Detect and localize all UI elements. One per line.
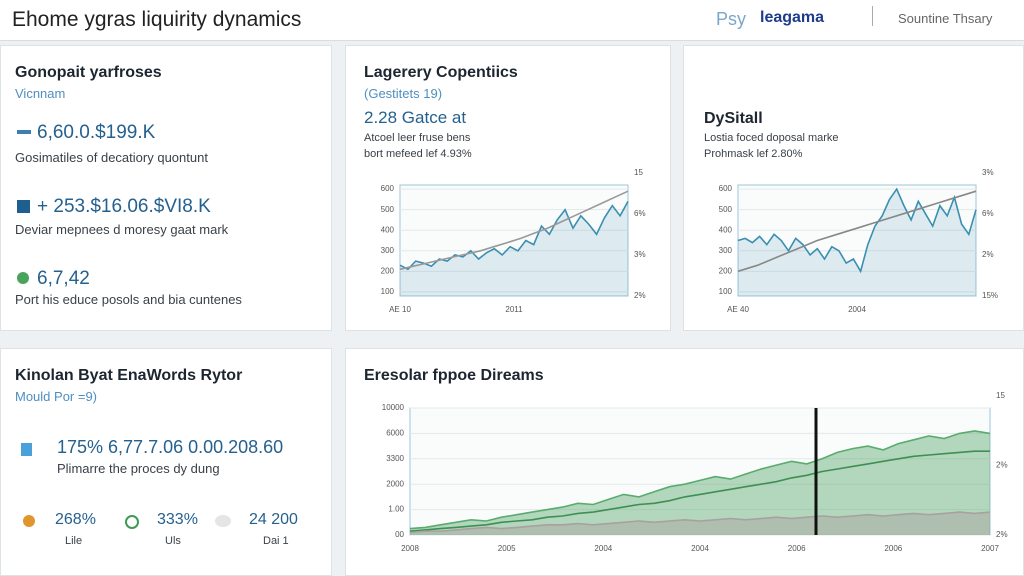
x-tick-label: 2004 — [594, 544, 612, 553]
card-title: Eresolar fppoe Direams — [364, 367, 544, 384]
header: Ehome ygras liquirity dynamics Psy leaga… — [0, 0, 1024, 41]
y-tick-label: 10000 — [382, 403, 405, 412]
y-tick-label: 400 — [381, 225, 395, 234]
right-label: 2% — [996, 461, 1008, 470]
icon — [23, 515, 35, 527]
right-label: 6% — [982, 209, 994, 218]
icon — [17, 130, 31, 134]
stat-label: Uls — [165, 535, 181, 547]
metric-value: + 253.$16.06.$VI8.K — [37, 196, 211, 217]
y-tick-label: 6000 — [386, 429, 404, 438]
y-tick-label: 00 — [395, 530, 404, 539]
card-subtitle: Mould Por =9) — [15, 389, 98, 404]
right-label: 15 — [996, 391, 1005, 400]
stat-label: Lile — [65, 535, 83, 547]
series-line — [737, 190, 977, 273]
right-label: 6% — [634, 209, 646, 218]
y-tick-label: 2000 — [386, 479, 404, 488]
note: bort mefeed lef 4.93% — [364, 148, 472, 160]
card-subtitle: (Gestitets 19) — [364, 86, 443, 101]
x-tick-label: 2006 — [884, 544, 902, 553]
icon — [215, 515, 231, 527]
stats-card: Kinolan Byat EnaWords Rytor Mould Por =9… — [0, 348, 332, 576]
metric-value: 6,60.0.$199.K — [37, 122, 156, 143]
metric-value: 175% 6,77.7.06 0.00.208.60 — [57, 437, 284, 457]
x-tick-label: 2008 — [401, 544, 419, 553]
series-line — [737, 187, 977, 274]
series-line — [409, 511, 991, 534]
icon — [21, 443, 32, 456]
y-tick-label: 1.00 — [388, 505, 404, 514]
y-tick-label: 100 — [719, 287, 733, 296]
brand[interactable]: leagama — [760, 9, 825, 26]
x-tick-label: 2007 — [981, 544, 999, 553]
x-tick-label: AE 10 — [389, 305, 411, 314]
icon — [125, 515, 139, 529]
y-tick-label: 100 — [381, 287, 395, 296]
right-label: 3% — [982, 168, 994, 177]
y-tick-label: 500 — [719, 205, 733, 214]
x-tick-label: AE 40 — [727, 305, 749, 314]
summary-card: Gonopait yarfroses Vicnnam 6,60.0.$199.K… — [0, 45, 332, 331]
x-tick-label: 2006 — [788, 544, 806, 553]
brand[interactable]: Psy — [716, 9, 747, 29]
series-line — [409, 430, 991, 530]
right-label: 3% — [634, 250, 646, 259]
icon — [17, 200, 30, 213]
y-tick-label: 3300 — [386, 454, 404, 463]
y-tick-label: 600 — [719, 184, 733, 193]
page-title: Ehome ygras liquirity dynamics — [12, 8, 302, 31]
stat-value: 268% — [55, 511, 96, 528]
x-tick-label: 2004 — [848, 305, 866, 314]
area — [410, 512, 990, 535]
y-tick-label: 400 — [719, 225, 733, 234]
note: Lostia foced doposal marke — [704, 132, 839, 144]
x-tick-label: 2004 — [691, 544, 709, 553]
stat-value: 333% — [157, 511, 198, 528]
right-label: 2% — [982, 250, 994, 259]
card-title: Kinolan Byat EnaWords Rytor — [15, 367, 243, 384]
right-label: 2% — [634, 291, 646, 300]
y-tick-label: 200 — [381, 266, 395, 275]
stat-value: 24 200 — [249, 511, 298, 528]
x-tick-label: 2005 — [498, 544, 516, 553]
y-tick-label: 600 — [381, 184, 395, 193]
card-subtitle: Vicnnam — [15, 86, 66, 101]
y-tick-label: 300 — [719, 246, 733, 255]
y-tick-label: 300 — [381, 246, 395, 255]
series-line — [399, 190, 629, 271]
metric-value: 6,7,42 — [37, 268, 90, 289]
metric-label: Plimarre the proces dy dung — [57, 461, 220, 476]
right-label: 2% — [996, 530, 1008, 539]
right-label: 15% — [982, 291, 998, 300]
plot-area — [409, 407, 991, 536]
card-title: Lagerery Copentiics — [364, 64, 518, 81]
divider — [872, 6, 873, 26]
series-line — [409, 450, 990, 532]
note: Atcoel leer fruse bens — [364, 132, 471, 144]
metric-label: Gosimatiles of decatiory quontunt — [15, 150, 208, 165]
right-label: 15 — [634, 168, 643, 177]
card-title: Gonopait yarfroses — [15, 64, 162, 81]
metric-label: Deviar mepnees d moresy gaat mark — [15, 222, 229, 237]
card-title: DySitall — [704, 110, 763, 127]
y-tick-label: 200 — [719, 266, 733, 275]
metric-label: Port his educe posols and bia cuntenes — [15, 292, 242, 307]
header-link[interactable]: Sountine Thsary — [898, 11, 993, 26]
note: Prohmask lef 2.80% — [704, 148, 803, 160]
metric-value: 2.28 Gatce at — [364, 108, 467, 127]
icon — [17, 272, 29, 284]
area — [738, 189, 976, 296]
stat-label: Dai 1 — [263, 535, 289, 547]
x-tick-label: 2011 — [505, 305, 523, 314]
y-tick-label: 500 — [381, 205, 395, 214]
